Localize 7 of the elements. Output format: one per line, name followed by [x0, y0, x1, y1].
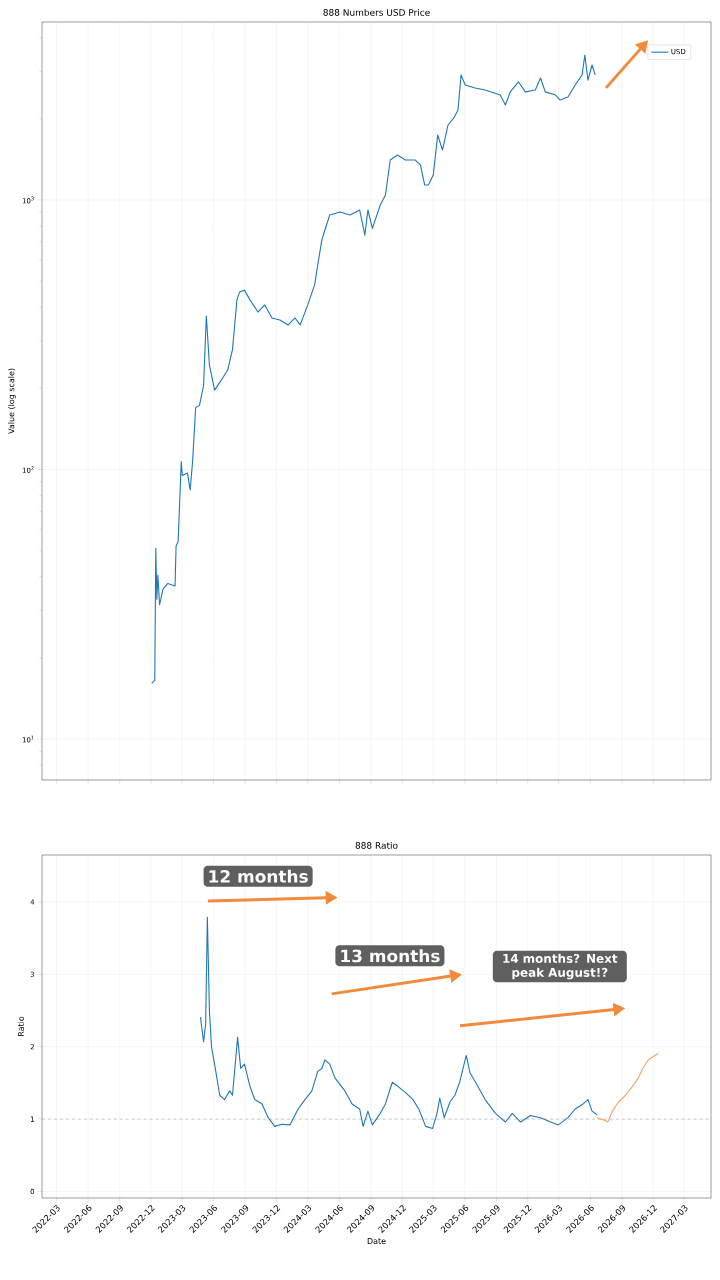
chart-title: 888 Numbers USD Price [323, 8, 430, 16]
annotation: 13 months [341, 949, 440, 963]
line-series [151, 54, 596, 684]
annotation: 14 months? Next peak August!? [503, 953, 618, 980]
line-series [596, 1052, 659, 1123]
annotation: 12 months [209, 869, 308, 883]
chart-title: 888 Ratio [355, 841, 398, 849]
